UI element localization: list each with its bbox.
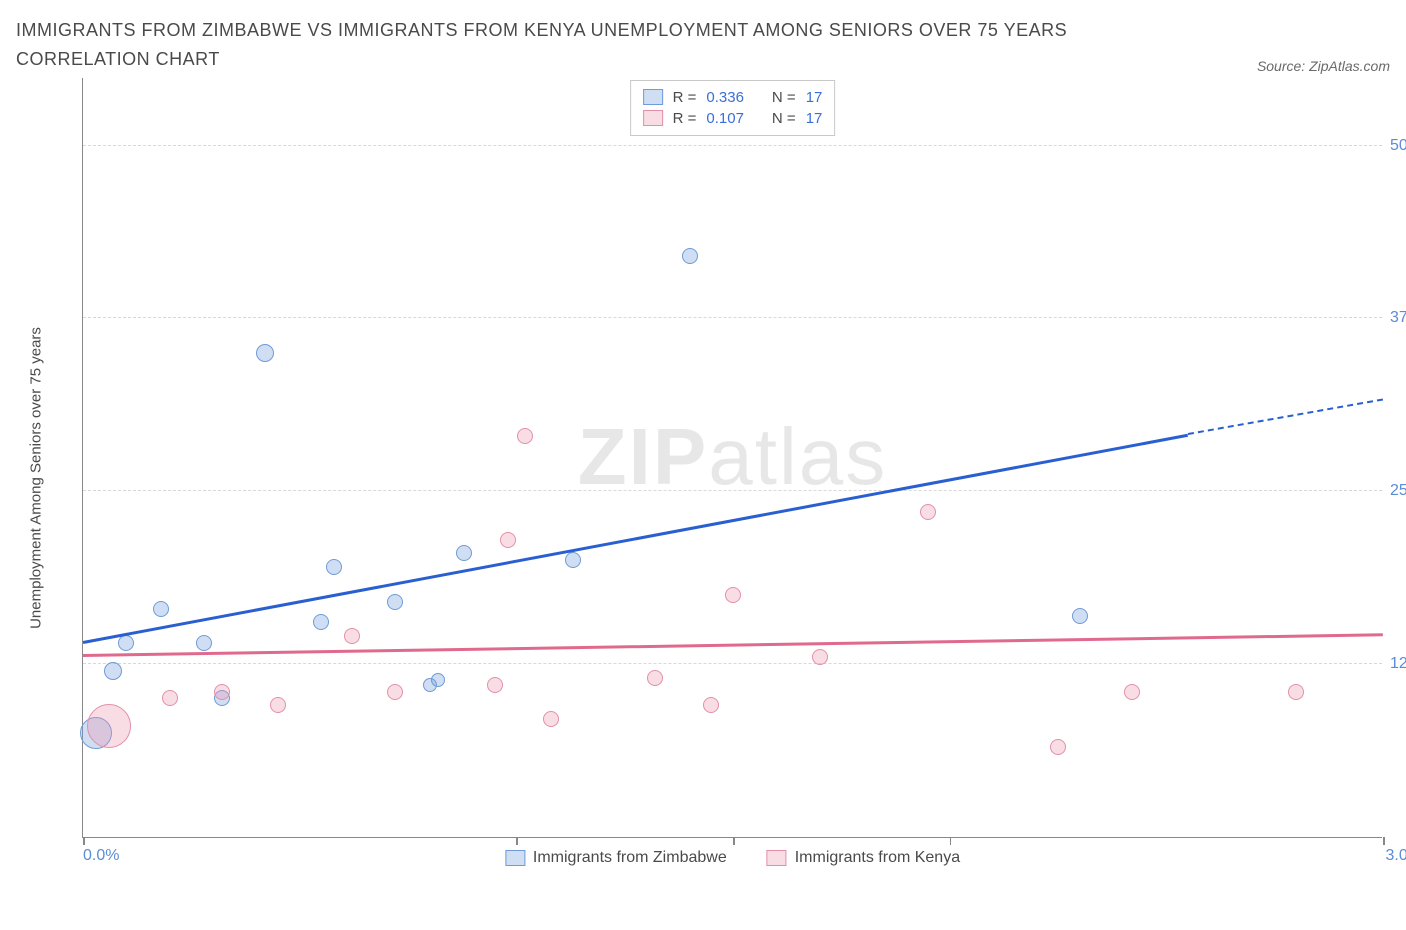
data-point-kenya (725, 587, 741, 603)
watermark-light: atlas (708, 412, 887, 501)
data-point-zimbabwe (118, 635, 134, 651)
legend-item-kenya: Immigrants from Kenya (767, 849, 960, 867)
x-tick (83, 837, 85, 845)
legend-corr-row-kenya: R = 0.107 N = 17 (643, 108, 823, 129)
data-point-kenya (214, 684, 230, 700)
y-tick-label: 50.0% (1390, 137, 1406, 155)
source-label: Source: ZipAtlas.com (1257, 58, 1390, 74)
x-tick (733, 837, 735, 845)
legend-n-label: N = (772, 110, 796, 127)
header-row: IMMIGRANTS FROM ZIMBABWE VS IMMIGRANTS F… (16, 16, 1390, 74)
data-point-zimbabwe (313, 614, 329, 630)
trend-line-kenya (83, 634, 1383, 657)
data-point-zimbabwe (456, 545, 472, 561)
legend-correlation: R = 0.336 N = 17 R = 0.107 N = 17 (630, 80, 836, 136)
data-point-kenya (500, 532, 516, 548)
legend-swatch (767, 850, 787, 866)
x-end-label: 3.0% (1386, 847, 1406, 865)
legend-r-label: R = (673, 110, 697, 127)
legend-swatch (505, 850, 525, 866)
data-point-kenya (270, 697, 286, 713)
trend-line-zimbabwe (83, 433, 1188, 643)
data-point-zimbabwe (565, 552, 581, 568)
correlation-chart: IMMIGRANTS FROM ZIMBABWE VS IMMIGRANTS F… (16, 16, 1390, 838)
data-point-kenya (517, 428, 533, 444)
legend-label: Immigrants from Zimbabwe (533, 849, 727, 867)
x-tick (516, 837, 518, 845)
gridline (83, 317, 1382, 318)
legend-item-zimbabwe: Immigrants from Zimbabwe (505, 849, 727, 867)
chart-title: IMMIGRANTS FROM ZIMBABWE VS IMMIGRANTS F… (16, 16, 1136, 74)
data-point-zimbabwe (431, 673, 445, 687)
data-point-kenya (1050, 739, 1066, 755)
data-point-zimbabwe (387, 594, 403, 610)
legend-swatch (643, 89, 663, 105)
data-point-kenya (344, 628, 360, 644)
legend-r-value: 0.107 (706, 110, 744, 127)
data-point-zimbabwe (1072, 608, 1088, 624)
data-point-kenya (920, 504, 936, 520)
legend-n-label: N = (772, 89, 796, 106)
data-point-zimbabwe (104, 662, 122, 680)
data-point-kenya (812, 649, 828, 665)
plot-container: Unemployment Among Seniors over 75 years… (16, 78, 1390, 838)
legend-n-value: 17 (806, 89, 823, 106)
legend-label: Immigrants from Kenya (795, 849, 960, 867)
data-point-kenya (1124, 684, 1140, 700)
data-point-zimbabwe (682, 248, 698, 264)
data-point-kenya (162, 690, 178, 706)
legend-corr-row-zimbabwe: R = 0.336 N = 17 (643, 87, 823, 108)
trend-line-dashed-zimbabwe (1188, 399, 1383, 436)
y-axis-label: Unemployment Among Seniors over 75 years (28, 327, 45, 629)
data-point-zimbabwe (326, 559, 342, 575)
gridline (83, 490, 1382, 491)
x-tick (1383, 837, 1385, 845)
data-point-kenya (543, 711, 559, 727)
data-point-kenya (387, 684, 403, 700)
legend-swatch (643, 110, 663, 126)
legend-series: Immigrants from Zimbabwe Immigrants from … (505, 849, 960, 867)
legend-n-value: 17 (806, 110, 823, 127)
data-point-zimbabwe (153, 601, 169, 617)
data-point-kenya (703, 697, 719, 713)
y-tick-label: 25.0% (1390, 482, 1406, 500)
y-tick-label: 37.5% (1390, 309, 1406, 327)
y-tick-label: 12.5% (1390, 655, 1406, 673)
gridline (83, 145, 1382, 146)
legend-r-label: R = (673, 89, 697, 106)
data-point-zimbabwe (196, 635, 212, 651)
gridline (83, 663, 1382, 664)
data-point-kenya (487, 677, 503, 693)
data-point-kenya (87, 704, 131, 748)
plot-area: ZIPatlas R =0.336N =17R =0.107N =17 Immi… (82, 78, 1382, 838)
x-start-label: 0.0% (83, 847, 119, 865)
data-point-zimbabwe (256, 344, 274, 362)
watermark-bold: ZIP (578, 412, 708, 501)
data-point-kenya (647, 670, 663, 686)
data-point-kenya (1288, 684, 1304, 700)
legend-r-value: 0.336 (706, 89, 744, 106)
x-tick (950, 837, 952, 845)
